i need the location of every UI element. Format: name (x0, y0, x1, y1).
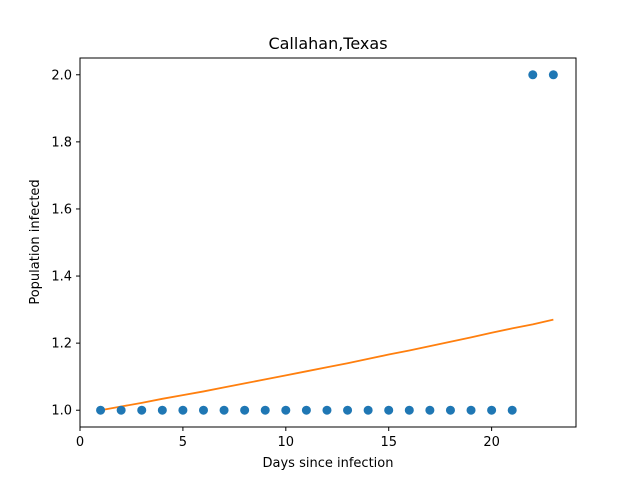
data-point (137, 405, 147, 415)
data-point (301, 405, 311, 415)
data-point (96, 405, 106, 415)
chart-title: Callahan,Texas (268, 34, 387, 53)
data-point (487, 405, 497, 415)
data-point (404, 405, 414, 415)
data-point (260, 405, 270, 415)
y-tick-label: 1.8 (51, 135, 72, 150)
x-tick-label: 5 (179, 435, 187, 450)
x-tick-label: 0 (76, 435, 84, 450)
y-tick-label: 1.4 (51, 270, 72, 285)
data-point (240, 405, 250, 415)
data-point (466, 405, 476, 415)
x-axis-label: Days since infection (263, 456, 394, 471)
x-tick-label: 10 (278, 435, 295, 450)
data-point (363, 405, 373, 415)
data-point (116, 405, 126, 415)
y-tick-label: 1.2 (51, 337, 72, 352)
data-point (157, 405, 167, 415)
fit-line (100, 318, 554, 412)
data-point (384, 405, 394, 415)
data-point (198, 405, 208, 415)
y-tick-label: 2.0 (51, 68, 72, 83)
data-point (343, 405, 353, 415)
axes: 0 5 10 15 20 1.0 1.2 1.4 1.6 1.8 2.0 (51, 68, 500, 450)
plot-area (96, 70, 558, 415)
data-point (548, 70, 558, 80)
x-tick-label: 20 (483, 435, 500, 450)
data-point (528, 70, 538, 80)
data-point (445, 405, 455, 415)
x-tick-label: 15 (380, 435, 397, 450)
data-point (219, 405, 229, 415)
data-point (178, 405, 188, 415)
y-tick-label: 1.0 (51, 404, 72, 419)
data-point (281, 405, 291, 415)
y-tick-label: 1.6 (51, 202, 72, 217)
data-point (322, 405, 332, 415)
data-point (425, 405, 435, 415)
plot-frame (79, 57, 577, 428)
y-axis-label: Population infected (28, 179, 43, 304)
data-point (507, 405, 517, 415)
